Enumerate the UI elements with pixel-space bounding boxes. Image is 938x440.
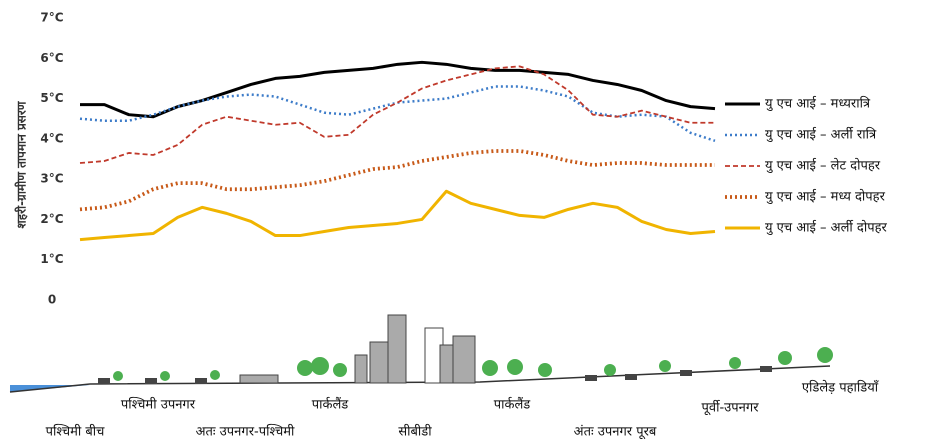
building xyxy=(354,354,368,384)
landscape xyxy=(9,314,833,393)
y-tick-label: 5°C xyxy=(40,91,63,105)
legend-label: यु एच आई – लेट दोपहर xyxy=(765,158,881,174)
legend-label: यु एच आई – अर्ली दोपहर xyxy=(765,220,887,236)
building xyxy=(387,314,407,384)
location-label: पश्चिमी बीच xyxy=(46,424,106,440)
y-axis-label: शहरी-ग्रामीण तापमान प्रसरण xyxy=(15,100,29,228)
y-tick-label: 2°C xyxy=(40,212,63,226)
y-tick-label: 7°C xyxy=(40,11,63,25)
series-line xyxy=(79,65,715,164)
building xyxy=(439,344,455,384)
houses xyxy=(98,366,772,384)
series-line xyxy=(80,60,716,119)
trees xyxy=(113,347,833,381)
legend-label: यु एच आई – मध्यरात्रि xyxy=(765,96,871,112)
y-tick-label: 4°C xyxy=(40,131,63,145)
location-label: एडिलेड़ पहाडियाँ xyxy=(802,380,879,396)
location-label: पूर्वी-उपनगर xyxy=(701,400,759,416)
legend-label: यु एच आई – मध्य दोपहर xyxy=(765,189,886,205)
y-tick-label: 1°C xyxy=(40,252,63,266)
location-label: अतः उपनगर-पश्चिमी xyxy=(196,424,295,440)
building xyxy=(369,341,389,384)
location-label: पार्कलैंड xyxy=(494,397,532,413)
location-label: सीबीडी xyxy=(398,424,432,440)
ground xyxy=(9,365,831,393)
building xyxy=(239,374,279,384)
y-tick-label: 6°C xyxy=(40,51,63,65)
location-label: पार्कलैंड xyxy=(312,397,350,413)
series-line xyxy=(79,149,715,212)
building xyxy=(452,335,476,384)
y-tick-label: 0 xyxy=(48,293,56,307)
series-line xyxy=(79,189,716,242)
y-tick-label: 3°C xyxy=(40,172,63,186)
location-label: पश्चिमी उपनगर xyxy=(121,397,196,413)
location-label: अंतः उपनगर पूरब xyxy=(574,425,657,440)
series-line xyxy=(79,85,716,143)
legend-label: यु एच आई – अर्ली रात्रि xyxy=(765,127,877,143)
